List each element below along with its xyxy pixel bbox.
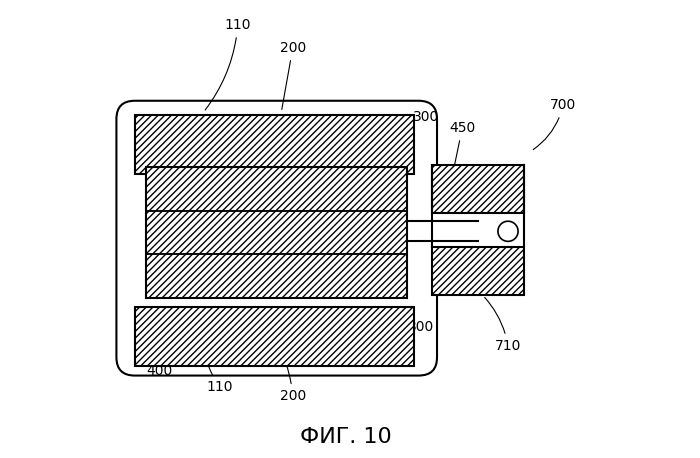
Circle shape — [498, 221, 518, 241]
Text: 200: 200 — [279, 41, 306, 109]
Text: 300: 300 — [407, 316, 434, 334]
Bar — [407, 221, 478, 241]
Text: 700: 700 — [533, 98, 576, 150]
Bar — [433, 247, 524, 295]
Text: 110: 110 — [202, 344, 232, 394]
Text: 400: 400 — [147, 325, 173, 378]
Text: 450: 450 — [449, 121, 475, 180]
Text: 110: 110 — [205, 18, 251, 110]
FancyBboxPatch shape — [116, 101, 437, 376]
Text: 710: 710 — [484, 297, 522, 353]
Bar — [433, 165, 524, 213]
Bar — [433, 213, 524, 247]
Text: 300: 300 — [407, 110, 439, 128]
Bar — [134, 114, 414, 174]
Bar — [146, 167, 407, 298]
Bar — [134, 307, 414, 366]
Text: ФИГ. 10: ФИГ. 10 — [300, 427, 391, 447]
Text: 200: 200 — [278, 344, 306, 403]
